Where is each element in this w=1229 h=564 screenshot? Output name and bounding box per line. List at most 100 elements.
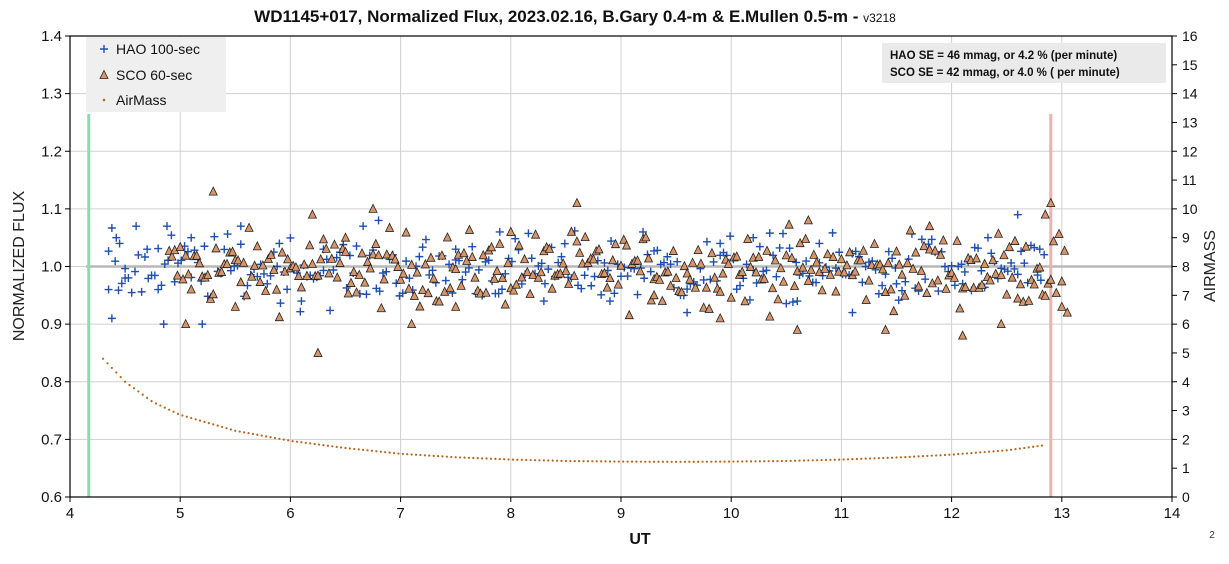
hao-data-point	[154, 244, 163, 253]
hao-data-point	[464, 263, 473, 272]
airmass-point	[802, 459, 806, 462]
hao-data-point	[154, 285, 163, 294]
airmass-point	[150, 400, 153, 403]
sco-data-point	[850, 266, 860, 276]
airmass-point	[569, 459, 572, 463]
airmass-point	[313, 442, 316, 446]
sco-data-point	[266, 249, 276, 259]
airmass-point	[965, 452, 969, 455]
y2-tick-label: 12	[1182, 143, 1198, 159]
y2-tick-label: 10	[1182, 201, 1198, 217]
sco-data-point	[991, 268, 1001, 278]
hao-data-point	[398, 289, 407, 298]
sco-data-point	[861, 294, 871, 304]
hao-data-point	[150, 271, 159, 280]
sco-data-point	[530, 229, 541, 239]
airmass-point	[498, 457, 501, 461]
airmass-point	[154, 402, 158, 405]
hao-data-point	[198, 320, 207, 329]
y2-tick-label: 4	[1182, 374, 1190, 390]
airmass-point	[185, 415, 188, 418]
hao-data-point	[983, 233, 992, 242]
sco-data-point	[1013, 293, 1023, 303]
airmass-point	[291, 440, 294, 443]
airmass-point	[388, 451, 391, 454]
airmass-point	[630, 460, 634, 463]
sco-data-point	[247, 271, 257, 281]
airmass-point	[481, 457, 484, 460]
sco-data-point	[313, 347, 323, 357]
hao-data-point	[1040, 250, 1049, 259]
hao-data-point	[451, 245, 460, 254]
airmass-point	[146, 396, 149, 399]
airmass-point	[895, 456, 898, 459]
airmass-point	[485, 457, 488, 460]
sco-data-point	[456, 280, 466, 290]
x-axis-label: UT	[629, 531, 651, 548]
vertical-markers	[87, 114, 1053, 497]
sco-data-point	[864, 275, 874, 285]
y-tick-label: 0.6	[41, 489, 62, 506]
airmass-point	[741, 460, 744, 463]
sco-data-point	[420, 259, 431, 269]
airmass-point	[586, 460, 590, 463]
airmass-point	[234, 429, 237, 432]
airmass-point	[441, 455, 444, 458]
sco-data-point	[1046, 274, 1056, 284]
airmass-point	[868, 457, 872, 460]
sco-data-point	[351, 287, 362, 297]
hao-data-point	[785, 244, 794, 253]
sco-data-point	[467, 251, 477, 261]
airmass-point	[445, 455, 448, 458]
axes: 4 5 6 7 8 9 10 11 12 13 140.60.70.80.91.01.11.21.3…	[41, 28, 1198, 522]
y2-tick-label: 7	[1182, 287, 1190, 303]
airmass-point	[472, 456, 475, 460]
sco-data-point	[588, 254, 599, 264]
airmass-point	[533, 459, 537, 462]
sco-data-point	[938, 235, 948, 245]
hao-data-point	[223, 230, 232, 239]
chart-title-version: v3218	[863, 11, 896, 25]
sco-data-point	[693, 244, 703, 255]
hao-data-point	[167, 231, 176, 240]
airmass-point	[675, 460, 678, 463]
sco-data-point	[506, 226, 516, 236]
hao-data-point	[778, 229, 787, 238]
sco-data-point	[737, 266, 747, 276]
airmass-point	[326, 444, 329, 447]
series-sco	[164, 186, 1072, 357]
airmass-point	[904, 455, 907, 459]
sco-data-point	[500, 299, 510, 309]
sco-data-point	[495, 238, 505, 248]
hao-data-point	[132, 222, 141, 231]
sco-data-point	[1048, 235, 1059, 246]
airmass-point	[525, 458, 528, 462]
hao-data-point	[283, 285, 292, 294]
sco-data-point	[340, 246, 351, 256]
hao-data-point	[921, 275, 930, 284]
sco-data-point	[632, 255, 643, 265]
airmass-point	[1010, 448, 1013, 451]
hao-data-point	[286, 233, 295, 242]
airmass-point	[666, 460, 669, 463]
sco-data-point	[299, 259, 309, 269]
sco-data-point	[489, 273, 499, 283]
sco-data-point	[685, 274, 695, 284]
airmass-point	[454, 456, 457, 459]
airmass-point	[749, 460, 753, 463]
hao-data-point	[775, 243, 784, 252]
hao-data-point	[297, 297, 306, 306]
hao-data-point	[200, 242, 209, 251]
sco-data-point	[368, 249, 378, 259]
hao-data-point	[114, 286, 123, 295]
hao-data-point	[792, 258, 801, 267]
sco-data-point	[707, 247, 717, 258]
hao-data-point	[425, 270, 434, 279]
hao-data-point	[253, 272, 262, 281]
airmass-point	[560, 459, 563, 462]
hao-data-point	[828, 228, 837, 237]
airmass-point	[661, 460, 664, 463]
airmass-point	[582, 460, 585, 463]
sco-data-point	[869, 238, 880, 248]
sco-data-point	[230, 301, 240, 311]
